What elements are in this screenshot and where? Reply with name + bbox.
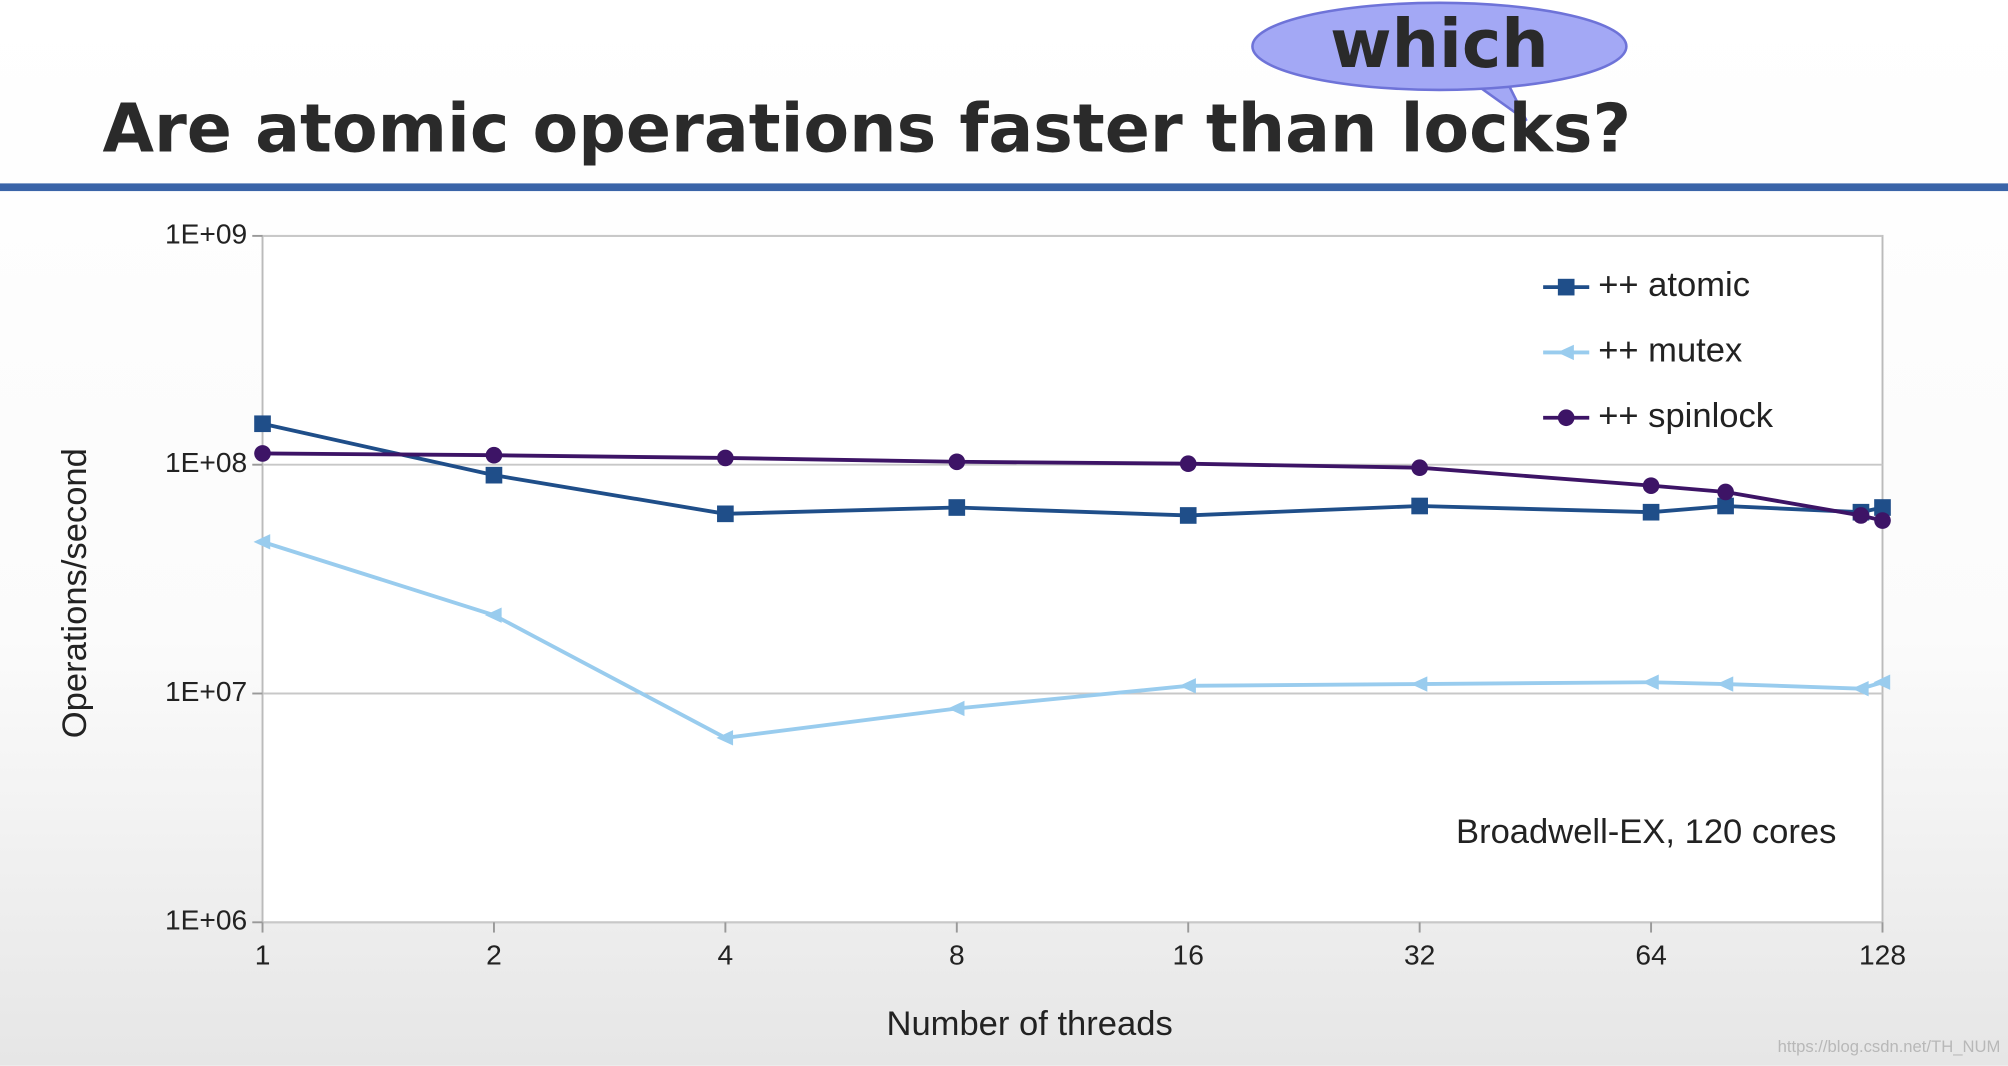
- data-point: [947, 700, 965, 717]
- callout-text: which: [1330, 5, 1549, 83]
- data-point: [1179, 678, 1196, 694]
- plot-area: [261, 234, 1884, 924]
- data-point: [1852, 507, 1870, 524]
- legend-marker: [1557, 409, 1575, 427]
- data-point: [253, 534, 271, 550]
- data-point: [1411, 459, 1428, 477]
- data-point: [1874, 512, 1891, 529]
- data-point: [948, 499, 966, 516]
- y-tick-label: 1E+09: [165, 217, 247, 249]
- data-point: [485, 466, 503, 484]
- data-point: [1410, 676, 1428, 692]
- chart-title: Are atomic operations faster than locks?: [102, 90, 1631, 168]
- y-tick-label: 1E+08: [165, 446, 247, 478]
- data-point: [948, 453, 966, 471]
- data-point: [1642, 503, 1660, 521]
- data-point: [1642, 477, 1660, 494]
- title-rule: [0, 183, 2008, 192]
- series-line: [262, 421, 1883, 518]
- y-tick-label: 1E+06: [165, 904, 247, 936]
- y-axis-label: Operations/second: [56, 448, 94, 738]
- legend-label: ++ spinlock: [1598, 397, 1774, 435]
- data-point: [1873, 674, 1891, 690]
- series-line: [261, 540, 1884, 740]
- data-point: [484, 607, 502, 623]
- x-tick-label: 2: [486, 938, 502, 970]
- data-point: [254, 445, 271, 462]
- data-point: [1716, 676, 1734, 692]
- data-point: [485, 446, 503, 464]
- x-tick-label: 128: [1859, 938, 1906, 970]
- watermark: https://blog.csdn.net/TH_NUM: [1778, 1037, 2001, 1056]
- data-point: [1851, 680, 1869, 697]
- data-point: [1874, 499, 1891, 516]
- x-tick-label: 16: [1173, 938, 1204, 970]
- x-tick-label: 32: [1404, 938, 1435, 970]
- legend-label: ++ mutex: [1598, 332, 1742, 370]
- data-point: [716, 730, 734, 746]
- data-point: [717, 449, 734, 467]
- callout-bubble: [1251, 1, 1628, 92]
- data-point: [1411, 497, 1428, 515]
- x-tick-label: 1: [255, 938, 271, 970]
- data-point: [254, 415, 271, 433]
- annotation: Broadwell-EX, 120 cores: [1456, 813, 1836, 851]
- legend-marker: [1557, 278, 1575, 296]
- plot: 1E+06 1E+07 1E+08 1E+09 1 2 4 8 16 32 64 128 ++ atom…: [165, 217, 1906, 970]
- data-point: [1179, 507, 1197, 524]
- x-tick-label: 64: [1635, 938, 1666, 970]
- x-tick-label: 8: [949, 938, 965, 970]
- x-tick-label: 4: [718, 938, 734, 970]
- data-point: [1717, 497, 1734, 515]
- data-point: [1642, 674, 1659, 690]
- y-tick-label: 1E+07: [165, 675, 247, 707]
- data-point: [1179, 455, 1197, 473]
- x-axis-label: Number of threads: [886, 1005, 1172, 1043]
- data-point: [717, 505, 734, 523]
- data-point: [1717, 483, 1734, 501]
- legend-marker: [1557, 344, 1574, 361]
- legend-label: ++ atomic: [1598, 266, 1750, 304]
- series-line: [262, 451, 1883, 523]
